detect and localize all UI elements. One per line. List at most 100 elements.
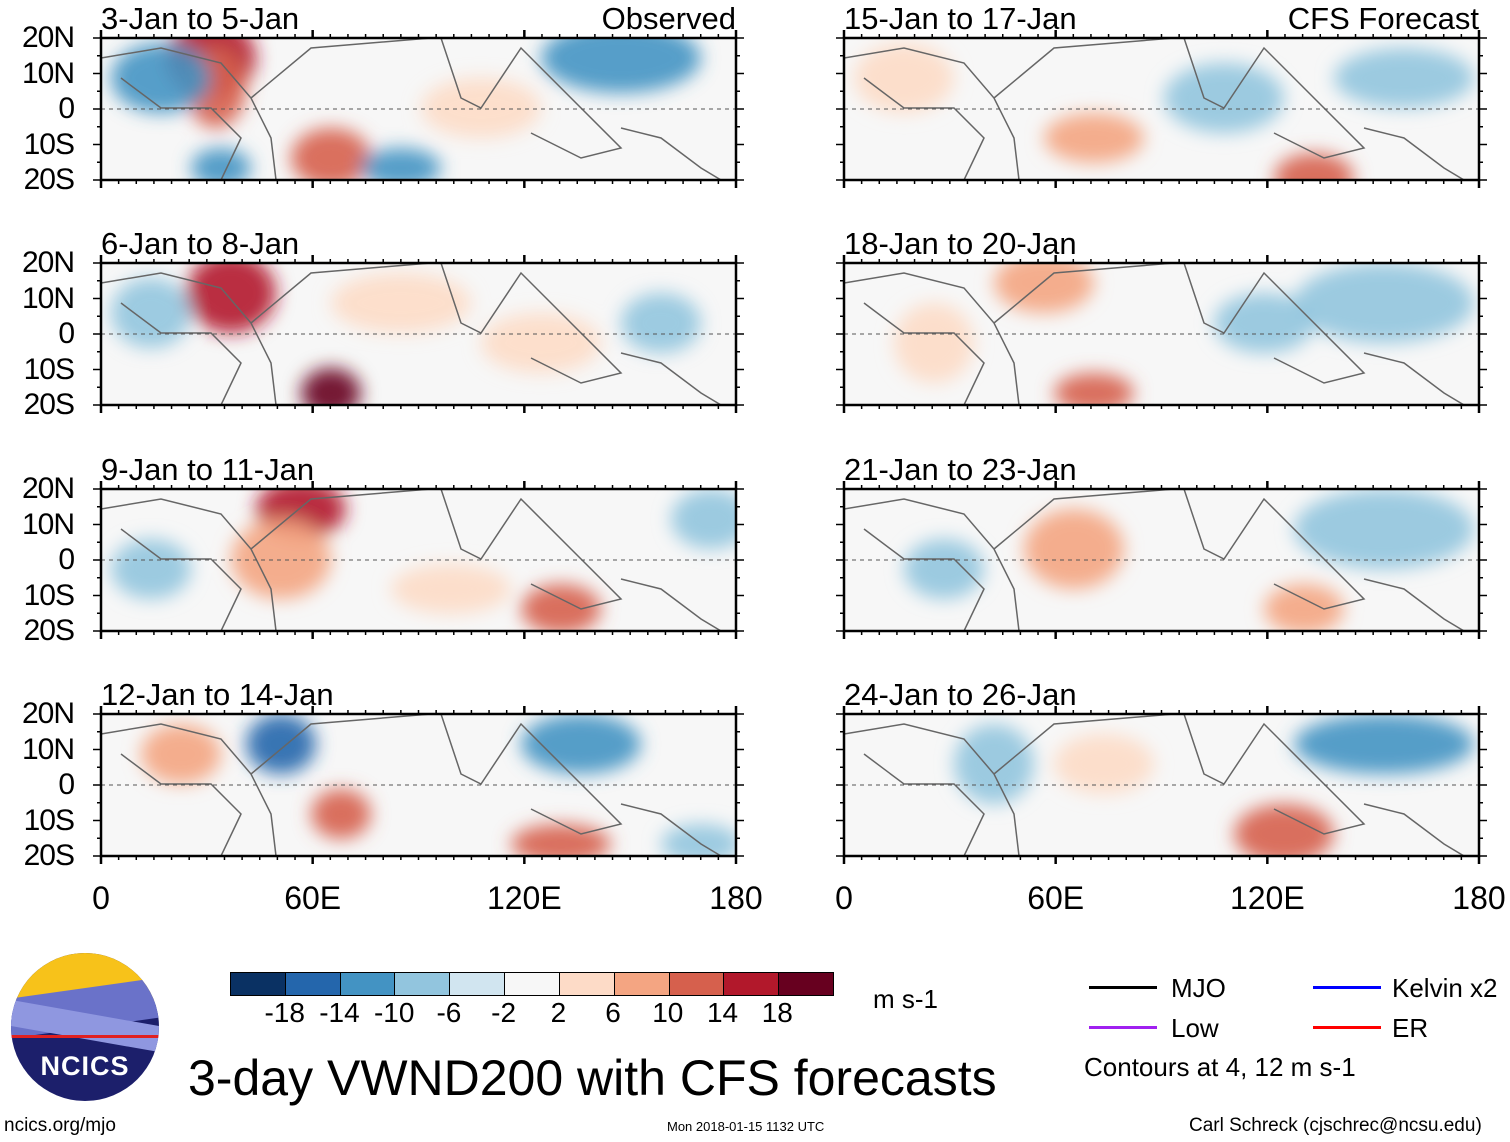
footer-timestamp: Mon 2018-01-15 1132 UTC bbox=[667, 1119, 825, 1134]
longitude-label: 180 bbox=[1452, 880, 1506, 916]
colorbar-label: 18 bbox=[761, 997, 793, 1028]
wind-anomaly-area bbox=[311, 789, 371, 839]
wind-anomaly-area bbox=[1054, 373, 1134, 405]
panel-title: 24-Jan to 26-Jan bbox=[844, 677, 1077, 712]
longitude-label: 0 bbox=[835, 880, 853, 916]
legend-line-low bbox=[1089, 1026, 1157, 1029]
latitude-label: 10N bbox=[21, 281, 75, 315]
colorbar-label: 6 bbox=[605, 997, 621, 1028]
panel-title: 21-Jan to 23-Jan bbox=[844, 452, 1077, 487]
colorbar-label: 10 bbox=[652, 997, 684, 1028]
latitude-label: 0 bbox=[58, 92, 75, 125]
longitude-label: 120E bbox=[486, 880, 562, 916]
map-panel-forecast-3 bbox=[836, 481, 1487, 639]
legend-label-er: ER bbox=[1392, 1013, 1429, 1043]
wind-anomaly-area bbox=[1294, 263, 1474, 343]
wind-anomaly-area bbox=[1274, 153, 1354, 180]
wind-anomaly-area bbox=[231, 519, 331, 599]
colorbar-swatch bbox=[504, 973, 559, 995]
wind-anomaly-area bbox=[621, 293, 701, 353]
legend-line-er bbox=[1313, 1026, 1381, 1029]
coastline bbox=[844, 38, 1465, 180]
longitude-label: 120E bbox=[1229, 880, 1305, 916]
colorbar-label: -10 bbox=[373, 997, 415, 1028]
map-panel-forecast-1 bbox=[836, 30, 1487, 188]
colorbar-swatch bbox=[668, 973, 724, 995]
wind-anomaly-area bbox=[1294, 714, 1474, 774]
latitude-label: 20S bbox=[23, 388, 75, 421]
panel-title: 3-Jan to 5-Jan bbox=[101, 1, 300, 36]
coastline bbox=[844, 263, 1465, 405]
legend-line-mjo bbox=[1089, 986, 1157, 989]
footer-url[interactable]: ncics.org/mjo bbox=[4, 1115, 116, 1136]
latitude-label: 10S bbox=[23, 352, 75, 386]
figure-title: 3-day VWND200 with CFS forecasts bbox=[188, 1050, 997, 1106]
longitude-label: 60E bbox=[284, 880, 342, 916]
wind-anomaly-area bbox=[521, 584, 601, 631]
latitude-label: 20S bbox=[23, 614, 75, 647]
colorbar-swatch bbox=[394, 973, 450, 995]
latitude-label: 20N bbox=[21, 246, 75, 279]
colorbar-label: -2 bbox=[491, 997, 517, 1028]
footer-author: Carl Schreck (cjschrec@ncsu.edu) bbox=[1189, 1115, 1482, 1136]
latitude-label: 10S bbox=[23, 127, 75, 161]
latitude-label: 10N bbox=[21, 507, 75, 541]
coastline bbox=[844, 714, 1465, 856]
wind-anomaly-area bbox=[301, 368, 361, 405]
colorbar-label: 14 bbox=[706, 997, 739, 1028]
map-panels bbox=[93, 30, 1487, 864]
colorbar-swatch bbox=[558, 973, 614, 995]
wind-anomaly-area bbox=[1054, 734, 1154, 794]
legend-label-mjo: MJO bbox=[1171, 973, 1226, 1003]
latitude-label: 0 bbox=[58, 543, 75, 576]
legend-label-kelvin: Kelvin x2 bbox=[1392, 973, 1498, 1003]
contours-note: Contours at 4, 12 m s-1 bbox=[1084, 1052, 1356, 1082]
wind-anomaly-area bbox=[521, 714, 641, 774]
colorbar-label: 2 bbox=[550, 997, 567, 1028]
wind-anomaly-area bbox=[1264, 584, 1344, 631]
wind-anomaly-area bbox=[904, 539, 984, 599]
wind-anomaly-area bbox=[246, 714, 316, 774]
wind-anomaly-area bbox=[331, 273, 471, 333]
wind-anomaly-area bbox=[141, 724, 221, 784]
wind-anomaly-area bbox=[481, 313, 601, 373]
wind-anomaly-area bbox=[1024, 509, 1124, 589]
wind-anomaly-area bbox=[671, 489, 736, 549]
latitude-label: 20N bbox=[21, 472, 75, 505]
colorbar-label: -14 bbox=[319, 997, 360, 1028]
panel-title: 12-Jan to 14-Jan bbox=[101, 677, 334, 712]
colorbar bbox=[230, 972, 834, 996]
wind-anomaly-area bbox=[1334, 48, 1474, 108]
logo-text: NCICS bbox=[40, 1051, 130, 1081]
wind-anomaly-area bbox=[111, 43, 211, 113]
colorbar-swatch bbox=[339, 973, 395, 995]
colorbar-swatch bbox=[284, 973, 340, 995]
wind-anomaly-area bbox=[1234, 804, 1334, 856]
wind-anomaly-area bbox=[1164, 63, 1284, 133]
wind-anomaly-area bbox=[1214, 293, 1314, 353]
colorbar-swatch bbox=[778, 973, 833, 995]
latitude-label: 10N bbox=[21, 56, 75, 90]
panel-title: 6-Jan to 8-Jan bbox=[101, 226, 300, 261]
map-panel-observed-3 bbox=[93, 481, 744, 639]
wind-anomaly-area bbox=[291, 128, 371, 180]
wind-anomaly-area bbox=[391, 564, 511, 614]
panel-title: 9-Jan to 11-Jan bbox=[101, 452, 315, 487]
wind-anomaly-area bbox=[994, 263, 1094, 313]
coastline bbox=[101, 38, 722, 180]
wind-anomaly-area bbox=[854, 43, 954, 113]
longitude-label: 0 bbox=[92, 880, 110, 916]
latitude-label: 20S bbox=[23, 163, 75, 196]
panel-title: 18-Jan to 20-Jan bbox=[844, 226, 1077, 261]
map-panel-observed-1 bbox=[93, 30, 744, 188]
wind-anomaly-area bbox=[111, 278, 191, 348]
colorbar-units: m s-1 bbox=[873, 984, 938, 1014]
longitude-label: 180 bbox=[709, 880, 763, 916]
latitude-label: 20N bbox=[21, 21, 75, 54]
colorbar-swatch bbox=[231, 973, 285, 995]
wind-anomaly-area bbox=[191, 148, 251, 180]
colorbar-swatch bbox=[723, 973, 779, 995]
wind-anomaly-area bbox=[954, 724, 1034, 804]
coastline bbox=[101, 263, 722, 405]
wind-anomaly-area bbox=[361, 148, 441, 180]
